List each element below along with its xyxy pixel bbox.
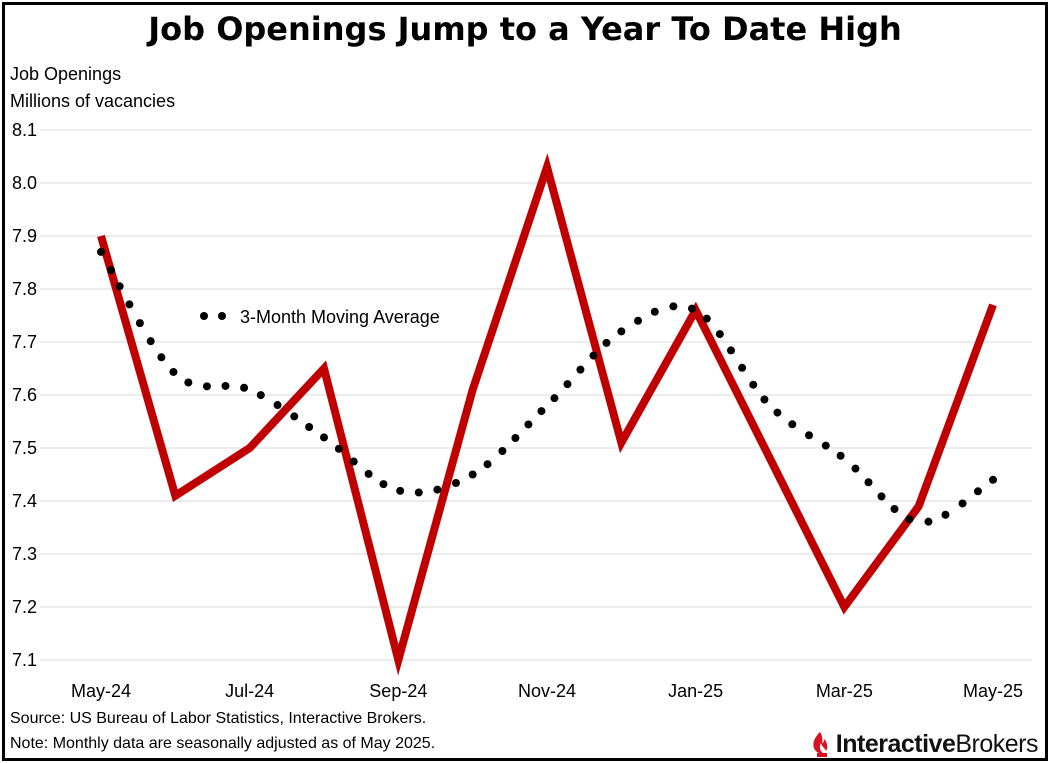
moving-average-dot (468, 470, 477, 479)
moving-average-dot (157, 353, 166, 362)
moving-average-dot (563, 380, 572, 389)
series-line-job-openings (97, 153, 997, 676)
moving-average-dot (433, 485, 442, 494)
moving-average-dot (550, 394, 559, 403)
y-tick-label: 7.8 (12, 279, 37, 299)
moving-average-dot (184, 378, 193, 387)
moving-average-dot (305, 423, 314, 432)
moving-average-dot (396, 486, 405, 495)
brand-name-part2: Brokers (955, 730, 1038, 758)
moving-average-dot (864, 478, 873, 487)
moving-average-dot (414, 488, 423, 497)
y-tick-label: 7.1 (12, 650, 37, 670)
moving-average-dot (941, 510, 950, 519)
y-tick-label: 8.1 (12, 120, 37, 140)
moving-average-dot (524, 420, 533, 429)
x-tick-label: Jan-25 (668, 681, 723, 701)
chart-title: Job Openings Jump to a Year To Date High (148, 10, 902, 48)
x-tick-label: Jul-24 (225, 681, 274, 701)
y-tick-label: 7.5 (12, 438, 37, 458)
y-axis-label-line1: Job Openings (10, 64, 122, 84)
moving-average-dot (290, 412, 299, 421)
y-tick-label: 7.4 (12, 491, 37, 511)
moving-average-dot (576, 365, 585, 374)
moving-average-dot (498, 447, 507, 456)
moving-average-dot (379, 480, 388, 489)
data-note: Note: Monthly data are seasonally adjust… (10, 735, 436, 752)
moving-average-dot (146, 337, 155, 346)
moving-average-annotation: 3-Month Moving Average (240, 307, 440, 327)
y-tick-label: 7.2 (12, 597, 37, 617)
x-tick-label: May-25 (963, 681, 1023, 701)
annotation-dot (218, 312, 226, 320)
moving-average-dot (788, 420, 797, 429)
moving-average-dot (602, 338, 611, 347)
moving-average-dot (715, 330, 724, 339)
moving-average-dot (851, 464, 860, 473)
x-tick-label: May-24 (71, 681, 131, 701)
moving-average-dot (107, 266, 116, 275)
x-tick-label: Sep-24 (369, 681, 427, 701)
moving-average-dot (617, 327, 626, 336)
moving-average-dot (511, 434, 520, 443)
moving-average-dot (483, 460, 492, 469)
moving-average-dot (125, 300, 134, 309)
moving-average-dot (760, 395, 769, 404)
brand-flame-icon (813, 731, 828, 757)
moving-average-dot (924, 517, 933, 526)
moving-average-dot (805, 431, 814, 440)
moving-average-dot (669, 302, 678, 311)
y-tick-label: 8.0 (12, 173, 37, 193)
moving-average-dot (240, 383, 249, 392)
moving-average-dot (877, 492, 886, 501)
moving-average-dot (650, 307, 659, 316)
y-tick-label: 7.3 (12, 544, 37, 564)
y-tick-label: 7.6 (12, 385, 37, 405)
moving-average-dot (202, 382, 211, 391)
moving-average-dot (749, 380, 758, 389)
moving-average-dot (320, 433, 328, 442)
moving-average-dot (334, 444, 343, 453)
moving-average-dot (97, 247, 105, 256)
moving-average-dot (821, 441, 830, 450)
brand-logo: Interactive Brokers (811, 730, 1038, 759)
moving-average-dot (169, 367, 178, 376)
y-tick-label: 7.9 (12, 226, 37, 246)
moving-average-dot (256, 391, 265, 400)
moving-average-dot (687, 304, 696, 313)
moving-average-dot (115, 282, 124, 291)
annotation-dot (200, 312, 208, 320)
moving-average-dot (905, 515, 914, 524)
moving-average-dot (537, 407, 546, 416)
moving-average-dot (836, 451, 845, 460)
moving-average-dot (349, 457, 358, 466)
x-tick-label: Nov-24 (518, 681, 576, 701)
moving-average-dot (726, 346, 735, 355)
y-tick-label: 7.7 (12, 332, 37, 352)
moving-average-dot (890, 505, 899, 514)
moving-average-dot (589, 351, 598, 360)
brand-name-part1: Interactive (835, 730, 956, 758)
moving-average-dot (451, 479, 460, 488)
moving-average-dot (773, 408, 782, 417)
moving-average-dot (634, 316, 643, 325)
y-axis-label-line2: Millions of vacancies (10, 91, 176, 111)
moving-average-dot (273, 401, 282, 410)
source-note: Source: US Bureau of Labor Statistics, I… (10, 710, 427, 727)
x-tick-label: Mar-25 (816, 681, 873, 701)
moving-average-dot (135, 319, 144, 328)
moving-average-dot (973, 487, 982, 496)
moving-average-dot (702, 314, 711, 323)
moving-average-dot (738, 363, 747, 372)
moving-average-dot (958, 499, 967, 508)
moving-average-dot (989, 475, 997, 484)
moving-average-dot (221, 381, 230, 390)
moving-average-dot (364, 469, 373, 478)
